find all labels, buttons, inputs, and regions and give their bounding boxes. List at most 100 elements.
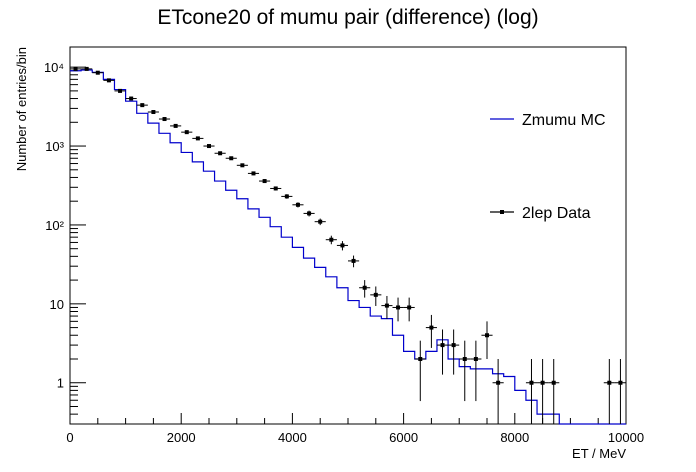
data-point: [414, 340, 426, 402]
data-point: [470, 340, 482, 402]
data-point-marker: [462, 356, 467, 361]
data-point-marker: [440, 343, 445, 348]
legend-marker-data: [500, 210, 504, 214]
data-point: [325, 235, 337, 245]
data-point-marker: [195, 136, 200, 141]
data-point: [381, 295, 393, 320]
data-point: [303, 210, 315, 217]
legend-label-data: 2lep Data: [522, 205, 591, 222]
data-point: [425, 314, 437, 348]
data-point: [136, 103, 148, 108]
data-point-marker: [295, 202, 300, 207]
y-axis-label: Number of entries/bin: [14, 47, 29, 171]
x-tick-label: 2000: [167, 430, 196, 445]
data-point-marker: [340, 243, 345, 248]
data-point-marker: [173, 123, 178, 128]
data-point-marker: [106, 78, 111, 83]
data-point-marker: [429, 325, 434, 330]
data-point: [459, 340, 471, 402]
chart-title: ETcone20 of mumu pair (difference) (log): [157, 6, 538, 29]
data-point-marker: [262, 179, 267, 184]
data-point: [192, 136, 204, 141]
data-point: [281, 194, 293, 199]
data-point: [203, 144, 215, 149]
data-point: [225, 156, 237, 161]
data-point-marker: [396, 305, 401, 310]
data-point: [348, 255, 360, 268]
x-axis: 0 2000 4000 6000 8000 10000: [66, 413, 644, 445]
y-axis: 1 10 10² 10³ 10⁴: [44, 60, 86, 425]
data-point-marker: [329, 237, 334, 242]
data-point: [170, 123, 182, 128]
x-tick-label: 6000: [389, 430, 418, 445]
data-point-marker: [84, 66, 89, 71]
data-point-marker: [118, 88, 123, 93]
data-point: [103, 78, 115, 83]
data-point-marker: [73, 66, 78, 71]
data-point: [436, 329, 449, 375]
data-point: [214, 151, 226, 156]
data-point-marker: [473, 356, 478, 361]
data-point-marker: [362, 285, 367, 290]
data-point: [147, 110, 159, 115]
data-point-marker: [540, 380, 545, 385]
data-point: [259, 179, 271, 184]
data-point-marker: [485, 333, 489, 338]
data-point-marker: [529, 380, 534, 385]
mc-histogram-line: [70, 69, 626, 425]
data-point-marker: [162, 117, 167, 122]
y-tick-label: 10: [50, 297, 64, 312]
data-point-marker: [129, 96, 134, 101]
data-point: [125, 96, 137, 101]
data-point: [81, 66, 93, 71]
data-point-marker: [229, 156, 234, 161]
y-tick-label: 10³: [45, 139, 64, 154]
data-point-marker: [607, 380, 612, 385]
data-point-marker: [318, 219, 323, 224]
data-point-marker: [207, 144, 211, 149]
data-point: [614, 358, 626, 424]
data-point-marker: [218, 151, 223, 156]
x-axis-label: ET / MeV: [572, 446, 626, 461]
data-point-marker: [451, 343, 456, 348]
data-point-marker: [307, 211, 312, 216]
y-tick-label: 10⁴: [44, 60, 64, 75]
data-point: [70, 66, 82, 71]
x-tick-label: 8000: [500, 430, 529, 445]
data-point-marker: [273, 186, 278, 191]
data-point: [336, 241, 348, 251]
data-point-marker: [251, 171, 256, 176]
data-point-marker: [407, 305, 412, 310]
data-point: [603, 358, 615, 424]
data-point-marker: [151, 110, 156, 115]
data-point-marker: [240, 163, 245, 168]
data-point-marker: [140, 103, 145, 108]
data-point: [236, 163, 248, 168]
x-tick-label: 0: [66, 430, 73, 445]
legend: Zmumu MC 2lep Data: [490, 112, 606, 222]
data-point: [370, 286, 382, 306]
data-point-marker: [618, 380, 623, 385]
data-point: [270, 186, 282, 191]
data-point: [492, 358, 504, 424]
data-point: [481, 321, 493, 359]
x-tick-label: 10000: [608, 430, 644, 445]
data-point: [92, 70, 104, 75]
data-point: [247, 171, 260, 176]
data-point-marker: [351, 258, 356, 263]
data-point: [292, 202, 304, 208]
data-point-marker: [551, 380, 556, 385]
legend-label-mc: Zmumu MC: [522, 112, 606, 129]
data-point-marker: [95, 70, 100, 75]
data-point: [392, 297, 404, 322]
y-tick-label: 10²: [45, 218, 64, 233]
data-point: [403, 297, 415, 322]
data-point-marker: [496, 380, 501, 385]
series-layer: [70, 66, 626, 425]
x-tick-label: 4000: [278, 430, 307, 445]
data-point: [181, 130, 193, 135]
data-point: [359, 280, 371, 298]
data-point: [448, 329, 460, 375]
